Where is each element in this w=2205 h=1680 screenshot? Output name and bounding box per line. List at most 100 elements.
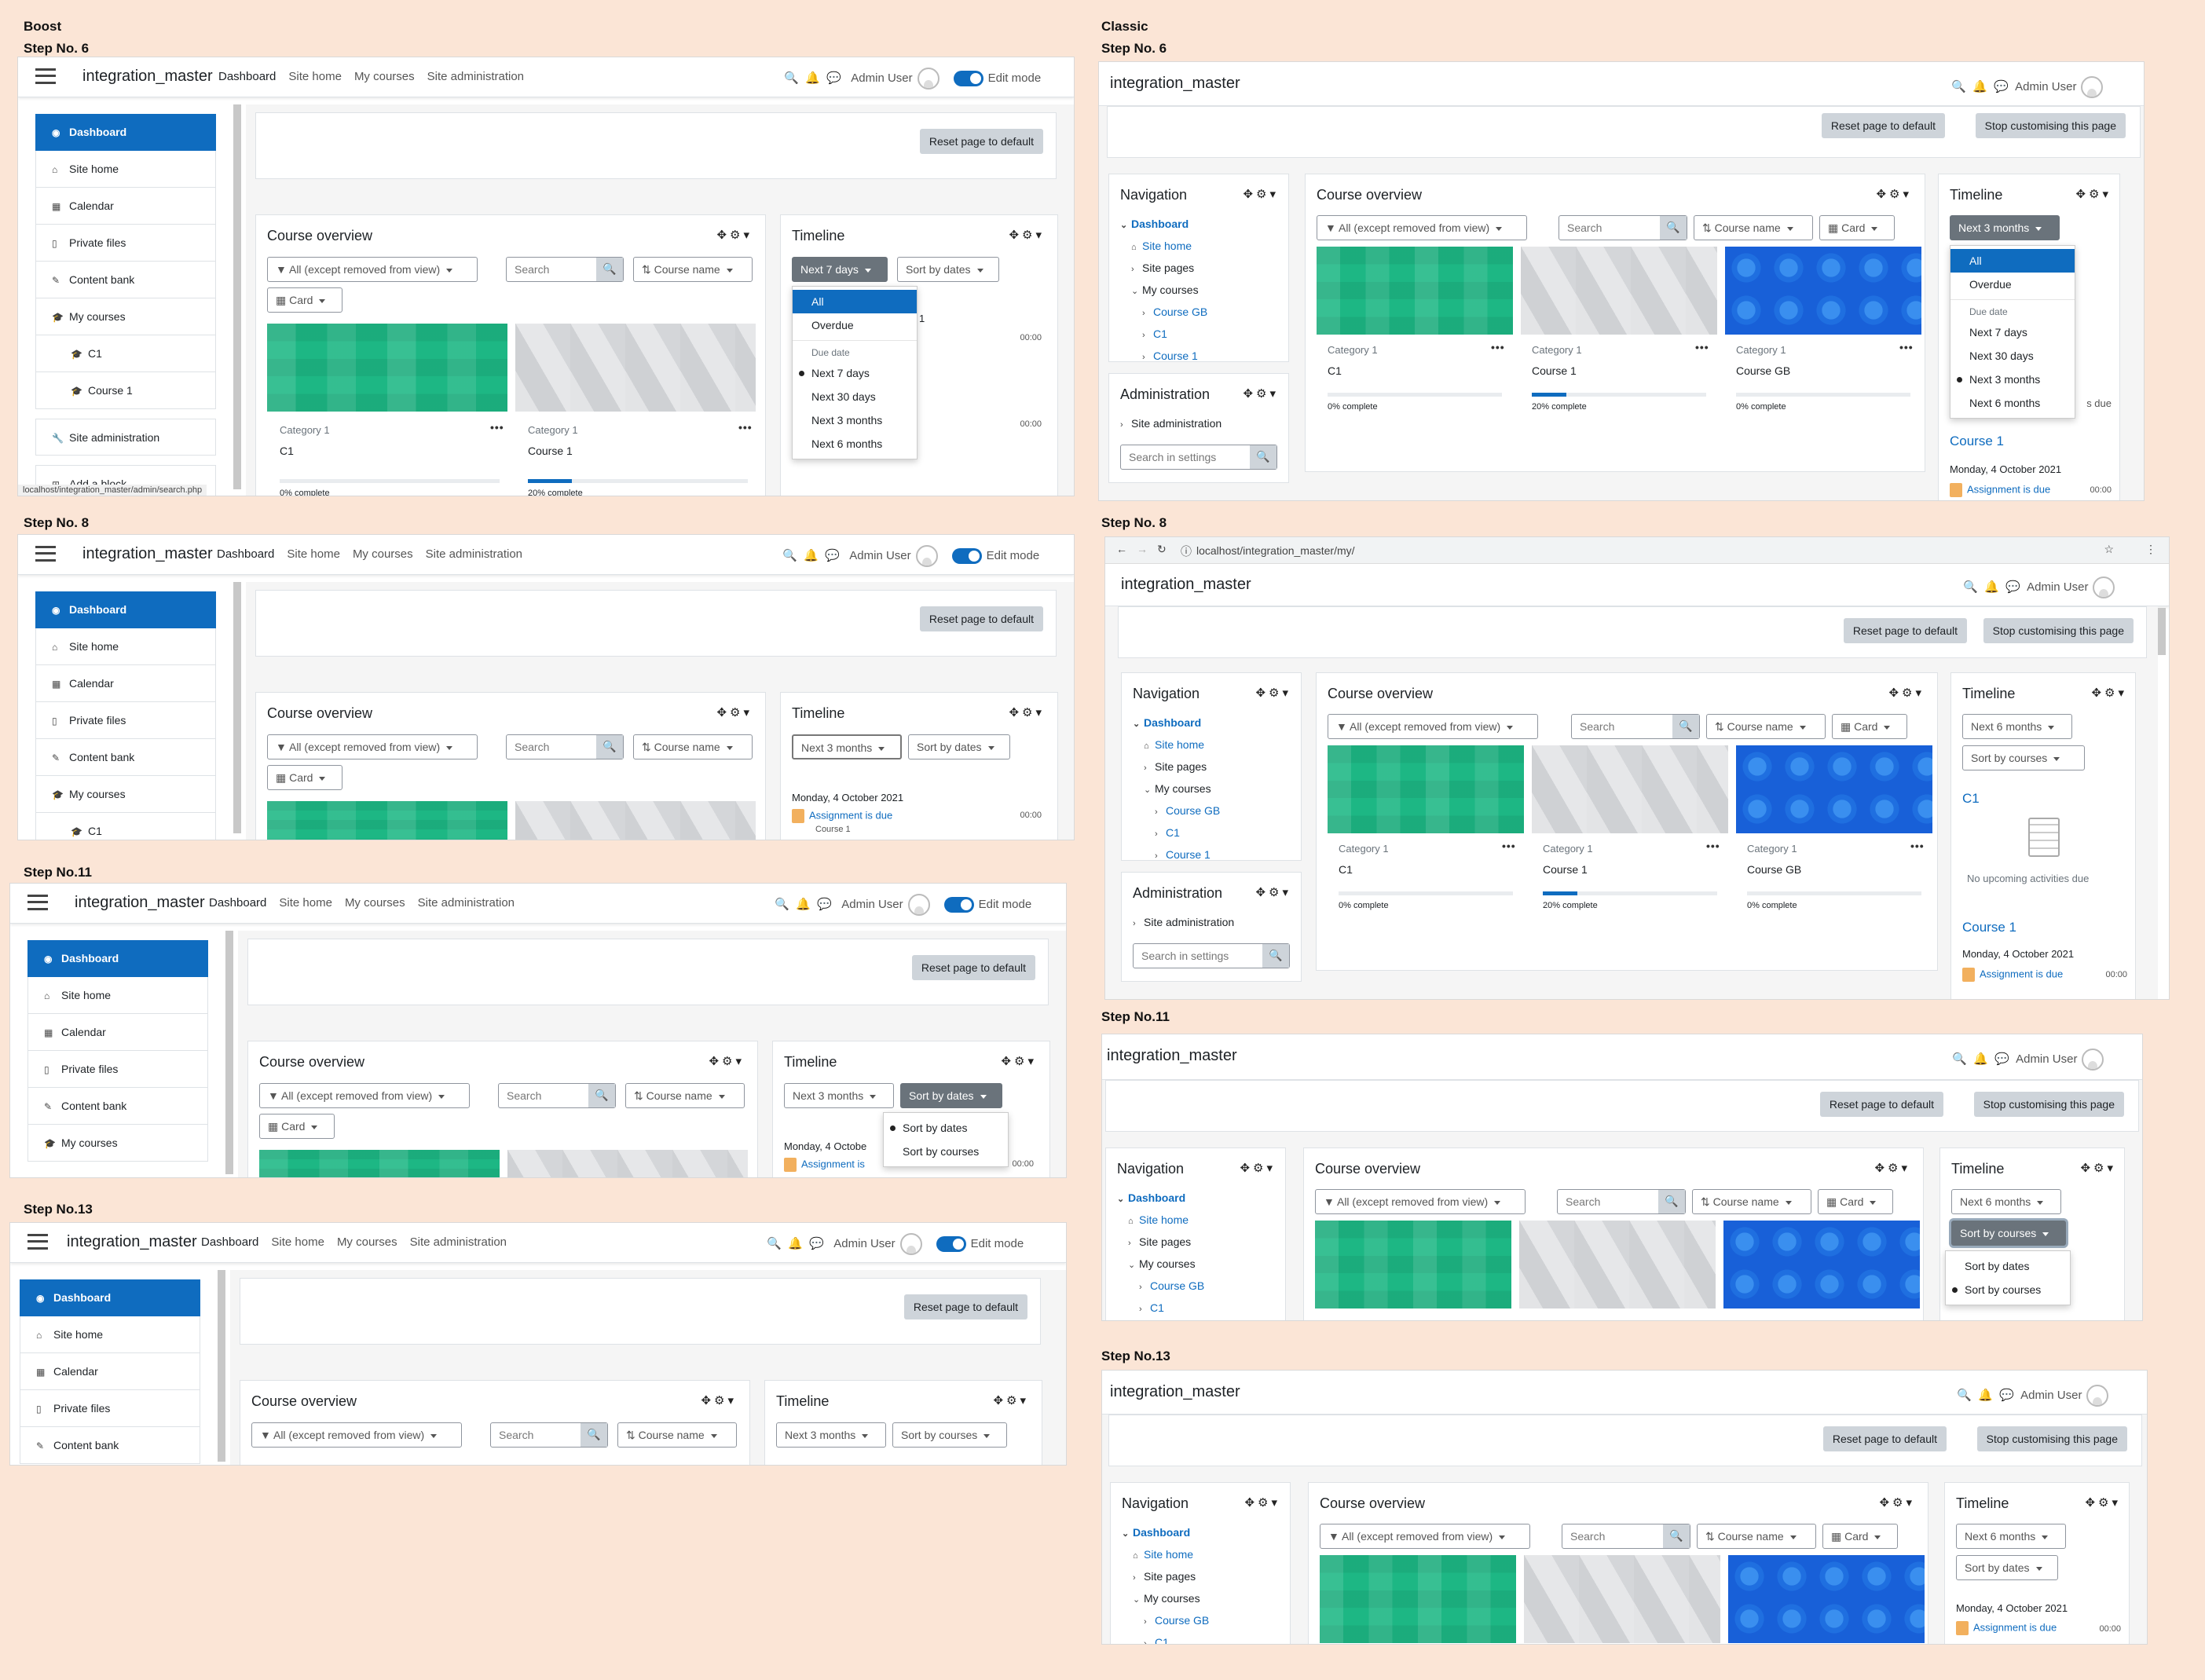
block-controls[interactable]: ✥⚙▾ bbox=[993, 1394, 1029, 1407]
avatar[interactable] bbox=[2093, 576, 2115, 598]
site-name[interactable]: integration_master bbox=[82, 545, 213, 562]
nav-dashboard[interactable]: Dashboard bbox=[209, 896, 267, 910]
forward-icon[interactable]: → bbox=[1137, 543, 1148, 555]
drawer-course-c1[interactable]: 🎓 C1 bbox=[35, 813, 216, 840]
tree-site-pages[interactable]: › Site pages bbox=[1128, 1235, 1192, 1248]
timeline-range-dropdown[interactable]: Next 3 months bbox=[776, 1422, 886, 1448]
tree-site-home[interactable]: ⌂ Site home bbox=[1131, 240, 1192, 252]
sort-dropdown[interactable]: ⇅ Course name bbox=[1706, 714, 1826, 739]
bell-icon[interactable]: 🔔 bbox=[1973, 1052, 1988, 1066]
event-link[interactable]: Assignment is due bbox=[1950, 483, 2050, 497]
drawer-my-courses[interactable]: 🎓 My courses bbox=[35, 298, 216, 335]
nav-site-home[interactable]: Site home bbox=[288, 70, 342, 83]
sort-dropdown[interactable]: ⇅ Course name bbox=[633, 257, 753, 282]
course-menu[interactable]: ••• bbox=[1910, 840, 1925, 852]
timeline-sort-dropdown[interactable]: Sort by courses bbox=[1962, 745, 2085, 770]
search-icon[interactable]: 🔍 bbox=[1957, 1388, 1972, 1402]
tree-site-home[interactable]: ⌂ Site home bbox=[1144, 738, 1205, 751]
block-controls[interactable]: ✥⚙▾ bbox=[1243, 188, 1279, 201]
block-controls[interactable]: ✥⚙▾ bbox=[1876, 188, 1912, 201]
chat-icon[interactable]: 💬 bbox=[1994, 1052, 2009, 1066]
course-menu[interactable]: ••• bbox=[490, 421, 504, 434]
block-controls[interactable]: ✥⚙▾ bbox=[2075, 188, 2112, 201]
tree-dashboard[interactable]: ⌄ Dashboard bbox=[1122, 1526, 1191, 1539]
site-name[interactable]: integration_master bbox=[1107, 1047, 1237, 1064]
chat-icon[interactable]: 💬 bbox=[809, 1236, 824, 1250]
menu-icon[interactable] bbox=[35, 68, 56, 84]
drawer-content-bank[interactable]: ✎ Content bank bbox=[27, 1088, 208, 1125]
course-image[interactable] bbox=[1519, 1221, 1716, 1308]
search-input[interactable]: Search 🔍 bbox=[1562, 1524, 1690, 1549]
nav-site-admin[interactable]: Site administration bbox=[425, 547, 523, 561]
course-image[interactable] bbox=[267, 801, 507, 840]
search-input[interactable]: Search 🔍 bbox=[498, 1083, 616, 1108]
course-name[interactable]: Course 1 bbox=[528, 445, 573, 457]
tree-course-gb[interactable]: › Course GB bbox=[1144, 1614, 1210, 1627]
search-icon[interactable]: 🔍 bbox=[784, 71, 799, 85]
reset-button[interactable]: Reset page to default bbox=[919, 129, 1043, 154]
chat-icon[interactable]: 💬 bbox=[825, 548, 840, 562]
filter-dropdown[interactable]: ▼ All (except removed from view) bbox=[267, 257, 478, 282]
nav-site-admin[interactable]: Site administration bbox=[409, 1235, 507, 1249]
back-icon[interactable]: ← bbox=[1116, 543, 1127, 555]
bell-icon[interactable]: 🔔 bbox=[804, 548, 819, 562]
site-name[interactable]: integration_master bbox=[67, 1233, 197, 1250]
drawer-private-files[interactable]: ▯ Private files bbox=[35, 225, 216, 262]
tree-course-gb[interactable]: › Course GB bbox=[1142, 306, 1208, 318]
tree-site-pages[interactable]: › Site pages bbox=[1133, 1570, 1196, 1583]
nav-site-home[interactable]: Site home bbox=[287, 547, 340, 561]
avatar[interactable] bbox=[2081, 76, 2104, 98]
sort-dropdown[interactable]: ⇅ Course name bbox=[633, 734, 753, 759]
user-name[interactable]: Admin User bbox=[2020, 1388, 2082, 1402]
timeline-sort-dropdown[interactable]: Sort by dates bbox=[908, 734, 1010, 759]
block-controls[interactable]: ✥⚙▾ bbox=[1243, 387, 1279, 401]
tree-site-admin[interactable]: › Site administration bbox=[1120, 417, 1222, 430]
drawer-site-home[interactable]: ⌂ Site home bbox=[27, 977, 208, 1014]
course-name[interactable]: Course GB bbox=[1736, 364, 1791, 377]
block-controls[interactable]: ✥⚙▾ bbox=[1255, 686, 1291, 700]
reload-icon[interactable]: ↻ bbox=[1157, 543, 1167, 555]
course-name[interactable]: Course GB bbox=[1747, 863, 1802, 876]
drawer-content-bank[interactable]: ✎ Content bank bbox=[35, 739, 216, 776]
block-controls[interactable]: ✥⚙▾ bbox=[1009, 228, 1045, 242]
course-menu[interactable]: ••• bbox=[1706, 840, 1720, 852]
edit-mode-toggle[interactable] bbox=[936, 1236, 966, 1252]
drawer-scrollbar[interactable] bbox=[233, 104, 241, 489]
timeline-range-dropdown[interactable]: Next 3 months bbox=[784, 1083, 894, 1108]
menu-item-next30[interactable]: Next 30 days bbox=[1969, 350, 2034, 362]
event-link[interactable]: Assignment is bbox=[784, 1158, 865, 1172]
menu-item-next3[interactable]: Next 3 months bbox=[811, 414, 883, 426]
site-name[interactable]: integration_master bbox=[75, 894, 205, 911]
timeline-range-dropdown[interactable]: Next 6 months bbox=[1962, 714, 2072, 739]
filter-dropdown[interactable]: ▼ All (except removed from view) bbox=[267, 734, 478, 759]
course-name[interactable]: Course 1 bbox=[1532, 364, 1577, 377]
kebab-icon[interactable]: ⋮ bbox=[2145, 543, 2156, 555]
timeline-sort-dropdown[interactable]: Sort by courses bbox=[1951, 1221, 2066, 1246]
menu-item-sort-dates[interactable]: Sort by dates bbox=[884, 1116, 1008, 1140]
avatar[interactable] bbox=[2082, 1049, 2104, 1071]
menu-item-sort-courses[interactable]: Sort by courses bbox=[1946, 1278, 2070, 1301]
site-name[interactable]: integration_master bbox=[1121, 576, 1251, 593]
reset-button[interactable]: Reset page to default bbox=[903, 1294, 1027, 1319]
tree-course-gb[interactable]: › Course GB bbox=[1139, 1279, 1205, 1292]
block-controls[interactable]: ✥⚙▾ bbox=[1244, 1496, 1280, 1510]
tree-course1[interactable]: ›Course 1 bbox=[1155, 848, 1211, 861]
tree-c1[interactable]: › C1 bbox=[1142, 328, 1167, 340]
timeline-course-link[interactable]: C1 bbox=[1962, 791, 1980, 806]
bell-icon[interactable]: 🔔 bbox=[805, 71, 820, 85]
tree-site-home[interactable]: ⌂ Site home bbox=[1133, 1548, 1194, 1561]
site-name[interactable]: integration_master bbox=[1110, 1383, 1240, 1400]
menu-item-overdue[interactable]: Overdue bbox=[811, 319, 854, 331]
sort-dropdown[interactable]: ⇅ Course name bbox=[1697, 1524, 1816, 1549]
bell-icon[interactable]: 🔔 bbox=[1984, 580, 1999, 594]
avatar[interactable] bbox=[915, 545, 938, 567]
stop-customising-button[interactable]: Stop customising this page bbox=[1975, 113, 2126, 138]
bell-icon[interactable]: 🔔 bbox=[796, 897, 811, 911]
user-name[interactable]: Admin User bbox=[841, 897, 903, 911]
search-input[interactable]: Search 🔍 bbox=[1557, 1189, 1686, 1214]
event-link[interactable]: Assignment is due bbox=[1956, 1621, 2057, 1635]
nav-my-courses[interactable]: My courses bbox=[353, 70, 415, 83]
chat-icon[interactable]: 💬 bbox=[826, 71, 841, 85]
block-controls[interactable]: ✥⚙▾ bbox=[1001, 1055, 1037, 1068]
chat-icon[interactable]: 💬 bbox=[2005, 580, 2020, 594]
